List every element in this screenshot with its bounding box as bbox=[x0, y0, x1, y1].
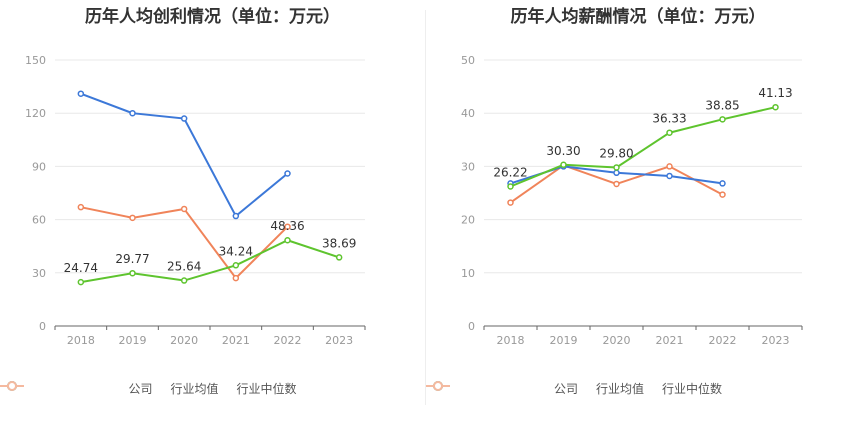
data-point bbox=[335, 254, 343, 261]
data-point bbox=[719, 116, 726, 123]
data-label: 38.69 bbox=[322, 236, 356, 250]
data-label: 34.24 bbox=[219, 244, 253, 258]
data-point bbox=[560, 161, 567, 169]
x-tick-label: 2020 bbox=[170, 334, 198, 347]
data-point bbox=[666, 163, 673, 170]
chart-title: 历年人均薪酬情况（单位：万元） bbox=[510, 7, 766, 27]
data-point bbox=[77, 90, 85, 97]
legend-item-company[interactable]: 公司 bbox=[0, 380, 153, 397]
data-label: 48.36 bbox=[270, 219, 304, 233]
legend-label: 公司 bbox=[553, 382, 578, 396]
legend-item-company[interactable]: 公司 bbox=[426, 380, 578, 397]
data-point bbox=[772, 103, 779, 111]
legend-item-industry-median[interactable]: 行业中位数 bbox=[426, 380, 723, 397]
data-point bbox=[666, 129, 673, 136]
x-tick-label: 2018 bbox=[497, 334, 525, 347]
data-point bbox=[180, 115, 188, 122]
x-tick-label: 2020 bbox=[603, 334, 631, 347]
legend-item-industry-median[interactable]: 行业中位数 bbox=[0, 380, 297, 397]
x-tick-label: 2022 bbox=[709, 334, 737, 347]
legend-industry-median-icon bbox=[0, 381, 24, 391]
data-label: 41.13 bbox=[758, 86, 792, 100]
data-point bbox=[284, 223, 291, 230]
y-tick-label: 0 bbox=[468, 320, 475, 333]
data-point bbox=[232, 274, 240, 282]
data-point bbox=[232, 262, 240, 269]
legend-item-industry-avg[interactable]: 行业均值 bbox=[426, 380, 644, 397]
data-label: 25.64 bbox=[167, 260, 201, 274]
data-label: 36.33 bbox=[652, 112, 686, 126]
data-point bbox=[284, 170, 291, 177]
y-tick-label: 30 bbox=[461, 160, 475, 173]
y-tick-label: 20 bbox=[461, 214, 475, 227]
legend-label: 行业中位数 bbox=[236, 382, 297, 396]
x-tick-label: 2022 bbox=[274, 334, 302, 347]
data-point bbox=[613, 180, 620, 188]
data-point bbox=[284, 236, 291, 244]
chart-title: 历年人均创利情况（单位：万元） bbox=[85, 7, 340, 27]
y-tick-label: 120 bbox=[25, 107, 46, 120]
series-line-company bbox=[510, 106, 776, 188]
x-tick-label: 2018 bbox=[67, 334, 95, 347]
y-tick-label: 60 bbox=[32, 214, 46, 227]
y-tick-label: 40 bbox=[461, 107, 475, 120]
legend-label: 行业均值 bbox=[170, 382, 219, 396]
profit-chart-svg: 0 30 60 90 120 150 2018 2019 2020 2021 2022 2023 24.… bbox=[25, 54, 366, 347]
data-point bbox=[129, 269, 136, 277]
data-point bbox=[77, 203, 85, 211]
salary-per-capita-chart: 历年人均薪酬情况（单位：万元） 0 10 20 30 40 50 2018 2019 2020 2… bbox=[426, 0, 850, 437]
x-tick-label: 2023 bbox=[325, 334, 353, 347]
legend: 公司 行业均值 行业中位数 bbox=[426, 380, 850, 397]
x-tick-label: 2019 bbox=[550, 334, 578, 347]
data-point bbox=[613, 169, 620, 177]
legend-item-industry-avg[interactable]: 行业均值 bbox=[0, 380, 219, 397]
data-label: 29.77 bbox=[115, 252, 149, 266]
x-tick-label: 2021 bbox=[222, 334, 250, 347]
series-line-company bbox=[80, 239, 340, 284]
y-tick-label: 150 bbox=[25, 54, 46, 67]
data-point bbox=[507, 199, 514, 206]
y-tick-label: 10 bbox=[461, 267, 475, 280]
y-tick-label: 50 bbox=[461, 54, 475, 67]
legend-label: 行业中位数 bbox=[662, 382, 723, 396]
data-point bbox=[129, 214, 136, 222]
data-point bbox=[129, 109, 136, 117]
panel-divider bbox=[425, 10, 426, 405]
y-tick-label: 30 bbox=[32, 267, 46, 280]
legend-industry-median-icon bbox=[426, 381, 450, 391]
data-label: 29.80 bbox=[599, 146, 633, 160]
y-tick-label: 90 bbox=[32, 160, 46, 173]
data-point bbox=[77, 278, 85, 286]
profit-per-capita-chart: 历年人均创利情况（单位：万元） 0 30 60 90 120 150 2018 2019 202… bbox=[0, 7, 425, 397]
legend-label: 公司 bbox=[128, 382, 153, 396]
legend: 公司 行业均值 行业中位数 bbox=[0, 380, 425, 397]
data-point bbox=[180, 277, 188, 284]
y-tick-label: 0 bbox=[39, 320, 46, 333]
data-point bbox=[719, 180, 726, 187]
series-line-industry-avg bbox=[80, 92, 289, 218]
data-point bbox=[666, 172, 673, 180]
data-label: 38.85 bbox=[705, 98, 739, 112]
data-point bbox=[232, 212, 240, 220]
data-label: 24.74 bbox=[64, 261, 98, 275]
data-point bbox=[507, 183, 514, 190]
salary-chart-svg: 0 10 20 30 40 50 2018 2019 2020 2021 2022 2023 26.22… bbox=[461, 54, 803, 347]
legend-label: 行业均值 bbox=[595, 382, 644, 396]
data-point bbox=[613, 164, 620, 171]
x-tick-label: 2019 bbox=[119, 334, 147, 347]
data-point bbox=[719, 191, 726, 198]
data-label: 26.22 bbox=[493, 166, 527, 180]
data-label: 30.30 bbox=[546, 144, 580, 158]
x-tick-label: 2021 bbox=[656, 334, 684, 347]
data-point bbox=[180, 205, 188, 213]
x-tick-label: 2023 bbox=[762, 334, 790, 347]
